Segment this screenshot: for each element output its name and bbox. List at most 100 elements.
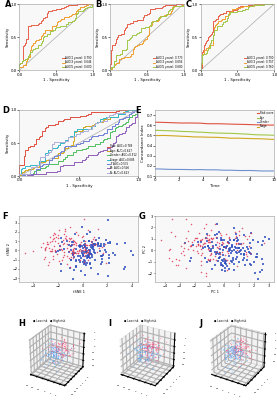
Point: [100, 253, 105, 260]
Point: [89, 243, 93, 250]
Point: [227, 260, 231, 266]
Point: [88, 255, 92, 261]
Point: [225, 263, 229, 269]
Point: [65, 240, 70, 247]
Point: [99, 243, 103, 250]
Line: Risk score: Risk score: [155, 122, 274, 125]
Point: [84, 242, 88, 249]
Point: [196, 241, 200, 247]
Point: [237, 248, 242, 255]
Point: [91, 244, 95, 250]
Gender: [176, 167, 180, 172]
Point: [49, 246, 54, 252]
Point: [225, 239, 229, 245]
Point: [235, 250, 239, 256]
Gender: [154, 166, 157, 171]
Point: [241, 240, 245, 246]
Point: [66, 235, 71, 241]
Point: [234, 244, 238, 251]
Point: [206, 238, 211, 245]
Point: [237, 259, 241, 265]
Point: [223, 260, 227, 266]
Point: [250, 236, 255, 243]
Point: [252, 270, 257, 276]
Point: [89, 264, 93, 271]
Point: [83, 246, 87, 252]
Text: D: D: [3, 106, 10, 115]
Point: [74, 250, 78, 256]
Point: [30, 248, 35, 254]
Point: [217, 255, 221, 261]
Point: [227, 248, 232, 255]
Point: [98, 242, 102, 249]
Point: [222, 244, 227, 250]
Point: [194, 234, 198, 241]
Point: [79, 247, 83, 254]
Point: [73, 239, 77, 245]
Point: [61, 241, 65, 247]
Point: [76, 253, 80, 259]
Point: [46, 241, 50, 248]
Point: [232, 244, 237, 251]
Point: [79, 255, 83, 262]
Point: [196, 250, 200, 257]
Point: [194, 243, 199, 249]
Point: [232, 266, 236, 273]
Point: [225, 257, 229, 263]
X-axis label: 1 - Specificity: 1 - Specificity: [66, 184, 92, 188]
Point: [220, 267, 224, 273]
Point: [221, 258, 225, 264]
Point: [68, 235, 72, 242]
Point: [51, 256, 55, 262]
Age: [158, 128, 162, 133]
Point: [66, 238, 71, 245]
Point: [84, 250, 88, 257]
Point: [73, 257, 78, 264]
Point: [224, 266, 229, 273]
Point: [46, 262, 51, 269]
Point: [235, 262, 239, 269]
Point: [214, 242, 218, 248]
Point: [237, 232, 241, 238]
Point: [204, 220, 208, 227]
Point: [235, 235, 239, 242]
Point: [209, 234, 213, 241]
Point: [184, 216, 188, 222]
Legend: AUC(1 years): 0.790, AUC(3 years): 0.646, AUC(5 years): 0.600: AUC(1 years): 0.790, AUC(3 years): 0.646…: [62, 56, 92, 69]
Point: [41, 240, 45, 246]
Point: [242, 255, 246, 262]
Point: [76, 246, 81, 253]
Point: [217, 250, 221, 257]
Point: [50, 238, 54, 244]
Point: [266, 236, 271, 242]
Text: E: E: [135, 106, 141, 115]
Point: [84, 249, 89, 255]
Point: [219, 262, 224, 268]
Point: [113, 252, 117, 258]
Point: [83, 241, 87, 247]
Point: [78, 253, 83, 259]
Point: [210, 244, 215, 251]
Risk score: [158, 120, 162, 125]
Point: [58, 243, 63, 249]
Point: [232, 237, 236, 244]
Point: [55, 235, 60, 241]
Point: [98, 248, 102, 254]
Point: [234, 249, 238, 255]
Point: [227, 266, 231, 272]
Point: [199, 250, 204, 256]
Point: [91, 242, 96, 248]
Point: [106, 217, 110, 224]
Point: [81, 245, 85, 251]
Point: [72, 250, 77, 256]
Point: [63, 228, 68, 234]
Point: [217, 248, 221, 255]
Gender: [268, 168, 271, 173]
Point: [232, 225, 237, 231]
Point: [242, 251, 246, 257]
Point: [248, 230, 253, 236]
Point: [60, 246, 64, 253]
Text: H: H: [18, 319, 25, 328]
Point: [89, 238, 93, 244]
Point: [70, 242, 74, 248]
